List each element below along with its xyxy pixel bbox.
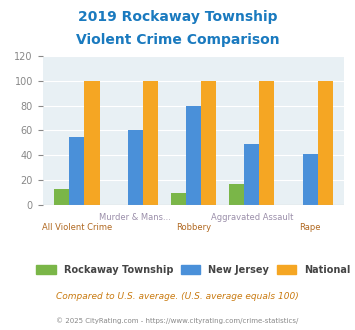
Bar [171, 193, 186, 205]
Text: Robbery: Robbery [176, 223, 211, 232]
Bar [302, 154, 318, 205]
Legend: Rockaway Township, New Jersey, National: Rockaway Township, New Jersey, National [33, 261, 354, 279]
Bar [143, 81, 158, 205]
Bar [128, 130, 143, 205]
Bar [54, 188, 69, 205]
Bar [318, 81, 333, 205]
Text: Rape: Rape [299, 223, 321, 232]
Text: Murder & Mans...: Murder & Mans... [99, 213, 171, 222]
Text: Aggravated Assault: Aggravated Assault [211, 213, 293, 222]
Text: Violent Crime Comparison: Violent Crime Comparison [76, 33, 279, 47]
Bar [201, 81, 216, 205]
Text: Compared to U.S. average. (U.S. average equals 100): Compared to U.S. average. (U.S. average … [56, 292, 299, 301]
Bar [229, 183, 244, 205]
Bar [244, 144, 259, 205]
Text: 2019 Rockaway Township: 2019 Rockaway Township [78, 10, 277, 24]
Bar [84, 81, 99, 205]
Bar [69, 137, 84, 205]
Bar [259, 81, 274, 205]
Text: All Violent Crime: All Violent Crime [42, 223, 112, 232]
Text: © 2025 CityRating.com - https://www.cityrating.com/crime-statistics/: © 2025 CityRating.com - https://www.city… [56, 317, 299, 324]
Bar [186, 106, 201, 205]
